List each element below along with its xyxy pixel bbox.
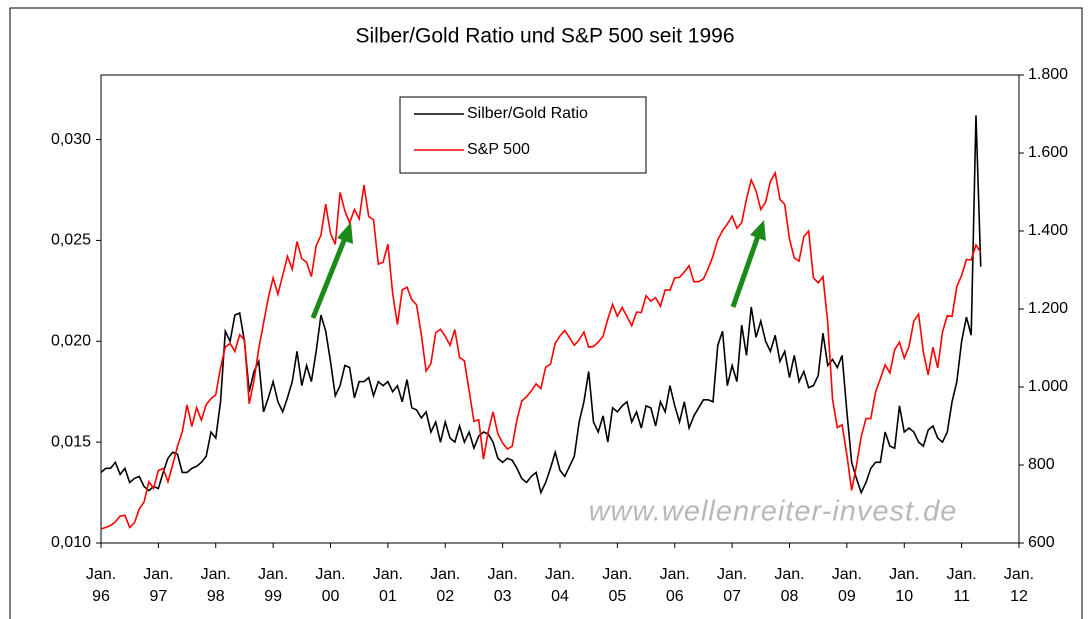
arrow-shaft [730,235,761,308]
x-tick-label: Jan. 06 [659,566,690,605]
y-tick-label: 0,030 [51,131,91,148]
x-tick-label: Jan. 03 [487,566,518,605]
x-tick-label: Jan. 09 [831,566,862,605]
x-tick-label: Jan. 08 [774,566,805,605]
y-tick-label: 0,015 [51,433,91,450]
y2-tick-label: 1.800 [1028,66,1068,83]
x-tick-label: Jan. 97 [143,566,174,605]
x-tick-label: Jan. 04 [544,566,576,605]
y2-tick-label: 800 [1028,456,1055,473]
x-tick-label: Jan. 12 [1003,566,1035,605]
legend-label: S&P 500 [467,141,530,158]
y2-tick-label: 1.600 [1028,144,1068,161]
arrow-head [337,222,353,244]
x-tick-label: Jan. 99 [258,566,289,605]
x-tick-label: Jan. 01 [372,566,403,605]
arrow-head [750,220,766,241]
annotation-arrows [310,220,766,319]
y2-tick-label: 1.200 [1028,300,1068,317]
y-tick-label: 0,010 [51,534,91,551]
legend-label: Silber/Gold Ratio [467,105,588,122]
y2-tick-label: 600 [1028,534,1055,551]
y2-tick-label: 1.400 [1028,222,1068,239]
x-tick-label: Jan. 05 [602,566,633,605]
x-tick-label: Jan. 11 [946,566,977,605]
series-line [100,170,982,530]
x-tick-label: Jan. 98 [200,566,231,605]
y2-tick-label: 1.000 [1028,378,1068,395]
y-tick-label: 0,020 [51,332,91,349]
x-tick-label: Jan. 96 [85,566,117,605]
arrow-shaft [310,237,348,319]
x-tick-label: Jan. 00 [315,566,346,605]
watermark: www.wellenreiter-invest.de [589,496,958,528]
x-tick-label: Jan. 07 [717,566,748,605]
chart-title: Silber/Gold Ratio und S&P 500 seit 1996 [355,25,734,48]
x-tick-label: Jan. 10 [889,566,920,605]
x-tick-label: Jan. 02 [430,566,461,605]
y-tick-label: 0,025 [51,232,91,249]
legend-box [399,96,647,174]
